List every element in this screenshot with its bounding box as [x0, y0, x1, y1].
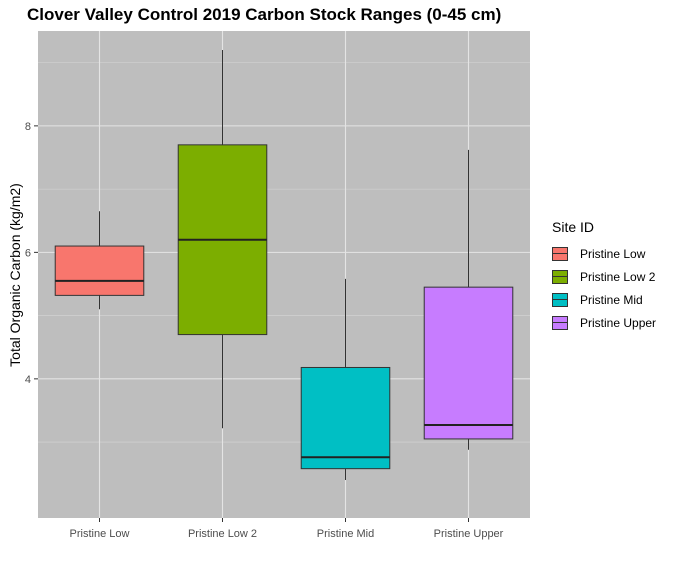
box-pristine-upper	[423, 149, 514, 450]
legend-title: Site ID	[552, 219, 595, 235]
legend-label: Pristine Upper	[580, 315, 657, 330]
legend-label: Pristine Low	[580, 246, 646, 261]
box-body	[300, 366, 391, 470]
box-pristine-low-2	[177, 49, 268, 429]
legend-item: Pristine Low	[552, 242, 656, 265]
y-tick-label: 4	[25, 374, 31, 386]
box-pristine-low	[54, 211, 145, 310]
y-axis-label: Total Organic Carbon (kg/m2)	[7, 183, 23, 367]
legend-swatch	[552, 246, 568, 261]
x-tick-label: Pristine Low 2	[188, 528, 257, 540]
legend-swatch	[552, 315, 568, 330]
x-axis: Pristine Low Pristine Low 2 Pristine Mid Pr…	[70, 518, 504, 540]
y-tick-label: 6	[25, 247, 31, 259]
x-tick-label: Pristine Low	[70, 528, 130, 540]
legend-item: Pristine Upper	[552, 311, 656, 334]
legend-item: Pristine Mid	[552, 288, 656, 311]
boxes	[54, 49, 514, 481]
legend-swatch	[552, 269, 568, 284]
legend-item: Pristine Low 2	[552, 265, 656, 288]
box-pristine-mid	[300, 278, 391, 481]
legend: Site ID Pristine Low Pristine Low 2 Pristi…	[552, 219, 656, 334]
legend-items: Pristine Low Pristine Low 2 Pristine Mid Pr…	[552, 242, 656, 334]
box-body	[54, 245, 145, 296]
legend-label: Pristine Low 2	[580, 269, 656, 284]
x-tick-label: Pristine Upper	[434, 528, 504, 540]
box-body	[423, 286, 514, 440]
y-tick-label: 8	[25, 121, 31, 133]
legend-label: Pristine Mid	[580, 292, 643, 307]
legend-swatch	[552, 292, 568, 307]
x-tick-label: Pristine Mid	[317, 528, 374, 540]
y-axis: 4 6 8	[25, 121, 38, 386]
chart-title: Clover Valley Control 2019 Carbon Stock …	[27, 5, 502, 24]
